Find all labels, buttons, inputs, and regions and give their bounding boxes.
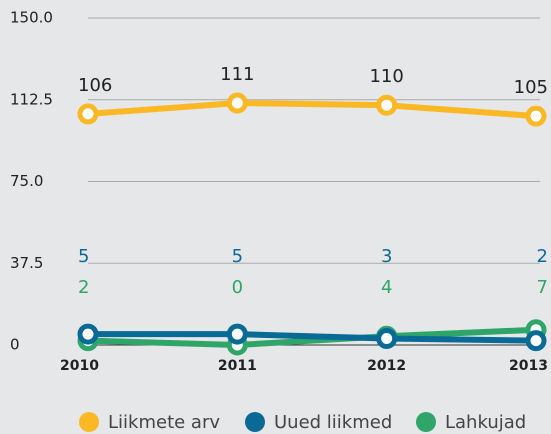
x-tick-label: 2012 [367, 358, 406, 374]
legend-label: Liikmete arv [108, 412, 220, 433]
marker [226, 92, 248, 114]
line [87, 100, 537, 120]
legend-swatch [245, 412, 265, 432]
marker [77, 103, 99, 125]
data-label: 106 [78, 75, 112, 96]
y-tick-label: 75.0 [10, 172, 43, 190]
x-tick-label: 2013 [509, 358, 548, 374]
data-label: 110 [369, 66, 403, 87]
y-tick-label: 150.0 [10, 9, 53, 27]
marker [376, 327, 398, 349]
data-label: 5 [232, 246, 243, 267]
data-label: 7 [537, 277, 548, 298]
data-label: 2 [78, 277, 89, 298]
data-label: 4 [381, 277, 392, 298]
line [87, 326, 537, 348]
x-tick-label: 2011 [218, 358, 257, 374]
marker [77, 323, 99, 345]
data-label: 2 [537, 246, 548, 267]
marker [376, 94, 398, 116]
line [88, 331, 537, 344]
legend-swatch [79, 412, 99, 432]
x-tick-label: 2010 [60, 358, 99, 374]
data-label: 105 [514, 77, 548, 98]
data-label: 0 [232, 277, 243, 298]
legend-label: Lahkujad [445, 412, 526, 433]
y-tick-label: 112.5 [10, 90, 53, 108]
data-label: 111 [220, 64, 254, 85]
legend-swatch [416, 412, 436, 432]
legend-label: Uued liikmed [274, 412, 392, 433]
marker [226, 323, 248, 345]
data-label: 3 [381, 246, 392, 267]
data-label: 5 [78, 246, 89, 267]
y-tick-label: 37.5 [10, 254, 43, 272]
y-tick-label: 0 [10, 336, 20, 354]
marker [525, 330, 547, 352]
marker [525, 105, 547, 127]
